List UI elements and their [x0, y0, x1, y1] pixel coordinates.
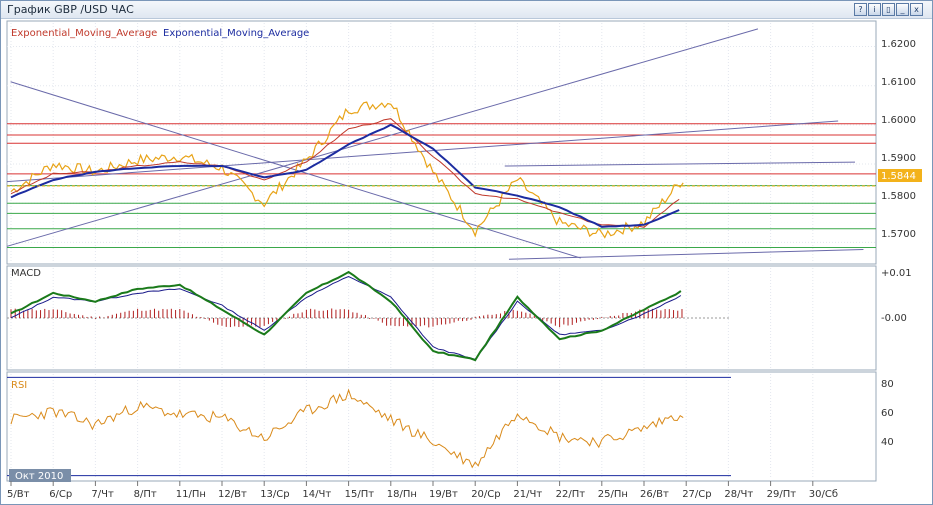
- trend-line: [6, 120, 839, 183]
- price-series: [10, 101, 684, 239]
- x-tick-label: 8/Пт: [134, 489, 157, 500]
- month-badge: Окт 2010: [15, 471, 63, 482]
- x-tick-label: 15/Пт: [345, 489, 375, 500]
- x-tick-label: 29/Пт: [767, 489, 797, 500]
- x-tick-label: 13/Ср: [260, 489, 289, 500]
- trend-line: [508, 248, 864, 260]
- window-title: График GBP /USD ЧАС: [7, 3, 134, 16]
- title-bar: График GBP /USD ЧАС ? i ▯ _ x: [1, 1, 932, 19]
- trend-line: [504, 161, 856, 167]
- restore-button[interactable]: ▯: [882, 3, 895, 16]
- ema-slow-series: [10, 123, 680, 228]
- macd-series: [10, 270, 682, 362]
- rsi-tick-60: 60: [881, 408, 894, 419]
- x-tick-label: 19/Вт: [429, 489, 458, 500]
- legend-ema-slow: Exponential_Moving_Average: [163, 28, 309, 39]
- current-price-tag: [878, 169, 922, 182]
- legend-ema-fast: Exponential_Moving_Average: [11, 28, 157, 39]
- info-button[interactable]: i: [868, 3, 881, 16]
- x-tick-label: 14/Чт: [302, 489, 331, 500]
- price-tick-2: 1.6100: [881, 77, 916, 88]
- x-tick-label: 18/Пн: [387, 489, 417, 500]
- price-panel: [6, 20, 877, 265]
- x-tick-label: 5/Вт: [7, 489, 30, 500]
- month-badge-bg: [9, 469, 71, 482]
- rsi-series: [10, 388, 684, 469]
- x-tick-label: 22/Пт: [556, 489, 586, 500]
- x-tick-label: 20/Ср: [471, 489, 500, 500]
- x-tick-label: 11/Пн: [176, 489, 206, 500]
- x-tick-label: 25/Пн: [598, 489, 628, 500]
- price-tick-6: 1.5700: [881, 229, 916, 240]
- price-tick-4: 1.5900: [881, 153, 916, 164]
- x-tick-label: 30/Сб: [809, 489, 838, 500]
- rsi-tick-80: 80: [881, 379, 894, 390]
- price-tick-1: 1.6200: [881, 39, 916, 50]
- macd-title: MACD: [11, 268, 41, 279]
- x-tick-label: 26/Вт: [640, 489, 669, 500]
- price-tick-5: 1.5800: [881, 191, 916, 202]
- x-tick-label: 28/Чт: [724, 489, 753, 500]
- close-button[interactable]: x: [910, 3, 923, 16]
- trend-line: [6, 28, 759, 247]
- rsi-panel: [6, 371, 877, 482]
- x-tick-label: 6/Ср: [49, 489, 72, 500]
- current-price-label: 1.5844: [881, 171, 916, 182]
- rsi-tick-40: 40: [881, 437, 894, 448]
- x-tick-label: 7/Чт: [91, 489, 114, 500]
- minimize-button[interactable]: _: [896, 3, 909, 16]
- price-tick-3: 1.6000: [881, 115, 916, 126]
- x-tick-label: 27/Ср: [682, 489, 711, 500]
- ema-fast-series: [10, 118, 680, 228]
- help-button[interactable]: ?: [854, 3, 867, 16]
- rsi-title: RSI: [11, 380, 27, 391]
- macd-tick-2: -0.00: [881, 313, 907, 324]
- x-tick-label: 21/Чт: [513, 489, 542, 500]
- macd-signal-series: [10, 275, 682, 360]
- macd-tick-1: +0.01: [881, 268, 912, 279]
- x-tick-label: 12/Вт: [218, 489, 247, 500]
